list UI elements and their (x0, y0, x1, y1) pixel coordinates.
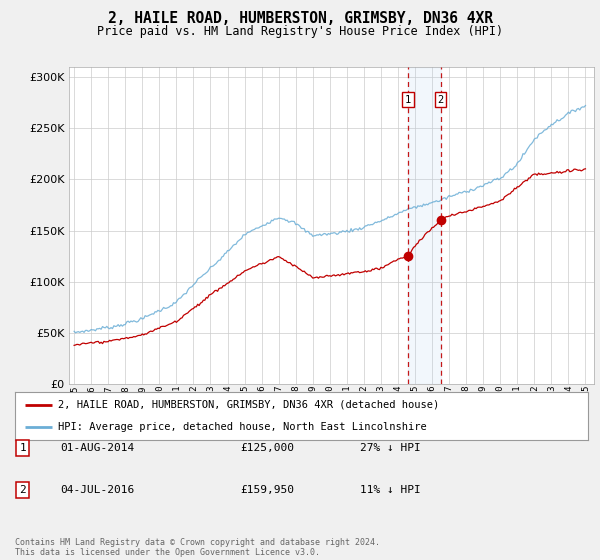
Text: 2: 2 (437, 95, 444, 105)
Text: 01-AUG-2014: 01-AUG-2014 (60, 443, 134, 453)
Text: 2: 2 (19, 485, 26, 495)
Text: Price paid vs. HM Land Registry's House Price Index (HPI): Price paid vs. HM Land Registry's House … (97, 25, 503, 38)
Text: HPI: Average price, detached house, North East Lincolnshire: HPI: Average price, detached house, Nort… (58, 422, 427, 432)
Text: 11% ↓ HPI: 11% ↓ HPI (360, 485, 421, 495)
Text: 1: 1 (405, 95, 411, 105)
Text: 2, HAILE ROAD, HUMBERSTON, GRIMSBY, DN36 4XR (detached house): 2, HAILE ROAD, HUMBERSTON, GRIMSBY, DN36… (58, 400, 439, 410)
Text: Contains HM Land Registry data © Crown copyright and database right 2024.
This d: Contains HM Land Registry data © Crown c… (15, 538, 380, 557)
Text: 04-JUL-2016: 04-JUL-2016 (60, 485, 134, 495)
Text: £159,950: £159,950 (240, 485, 294, 495)
Text: 1: 1 (19, 443, 26, 453)
Text: 2, HAILE ROAD, HUMBERSTON, GRIMSBY, DN36 4XR: 2, HAILE ROAD, HUMBERSTON, GRIMSBY, DN36… (107, 11, 493, 26)
Text: 27% ↓ HPI: 27% ↓ HPI (360, 443, 421, 453)
Bar (408, 67, 440, 384)
Text: £125,000: £125,000 (240, 443, 294, 453)
